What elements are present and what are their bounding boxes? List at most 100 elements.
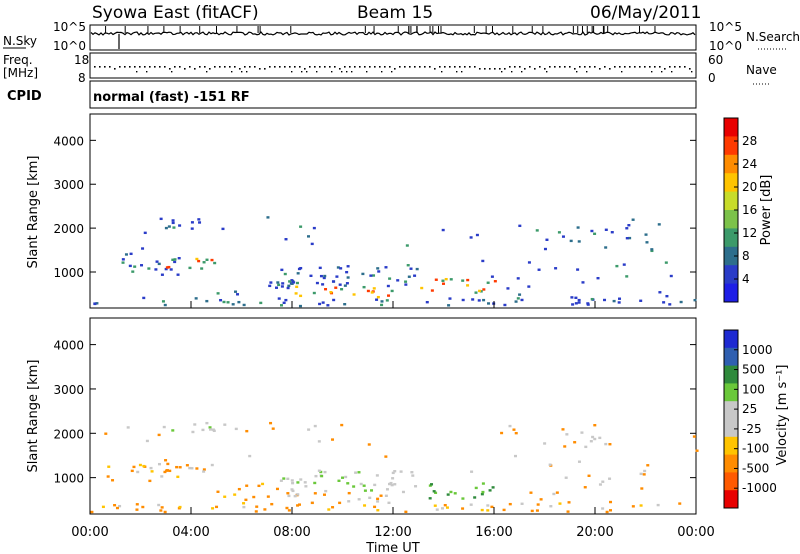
velocity-echo-cell	[132, 465, 136, 469]
time-tick-label: 00:00	[677, 525, 714, 540]
power-echo-cell	[205, 258, 209, 261]
velocity-echo-cell	[639, 504, 643, 507]
velocity-echo-cell	[604, 442, 608, 446]
power-echo-cell	[295, 285, 299, 289]
power-echo-cell	[128, 264, 132, 268]
velocity-echo-cell	[185, 464, 189, 467]
velocity-echo-cell	[111, 479, 115, 482]
freq-point	[629, 66, 631, 68]
power-echo-cell	[482, 288, 486, 291]
power-echo-cell	[618, 297, 622, 300]
velocity-echo-cell	[190, 467, 194, 470]
velocity-echo-cell	[317, 469, 321, 472]
freq-point	[584, 66, 586, 68]
velocity-echo-cell	[434, 491, 438, 495]
nave-point	[661, 71, 663, 73]
nave-point	[206, 71, 208, 73]
velocity-echo-cell	[376, 509, 380, 512]
power-echo-cell	[604, 246, 608, 249]
velocity-echo-cell	[164, 459, 168, 462]
velocity-echo-cell	[157, 462, 161, 466]
freq-point	[134, 66, 136, 68]
power-echo-cell	[668, 303, 672, 306]
velocity-echo-cell	[344, 475, 348, 479]
power-echo-cell	[577, 298, 581, 302]
power-echo-cell	[571, 303, 575, 306]
velocity-echo-cell	[271, 427, 275, 430]
power-echo-cell	[210, 258, 214, 262]
velocity-echo-cell	[563, 445, 567, 448]
time-tick-label: 12:00	[374, 525, 411, 540]
power-echo-cell	[169, 268, 173, 271]
freq-point	[664, 68, 666, 70]
nave-point	[501, 71, 503, 73]
power-echo-cell	[447, 304, 451, 307]
freq-point	[674, 66, 676, 68]
time-tick-label: 04:00	[172, 525, 209, 540]
velocity-echo-cell	[193, 423, 197, 426]
power-echo-cell	[234, 290, 238, 293]
velocity-echo-cell	[162, 425, 166, 429]
freq-point	[559, 66, 561, 68]
power-echo-cell	[324, 288, 328, 291]
power-echo-cell	[276, 281, 280, 284]
power-echo-cell	[461, 279, 465, 282]
velocity-echo-cell	[307, 428, 311, 431]
velocity-echo-cell	[346, 482, 350, 485]
power-echo-cell	[167, 265, 171, 269]
velocity-echo-cell	[211, 428, 215, 431]
power-colorbar-label: 4	[742, 272, 750, 286]
velocity-echo-cell	[252, 495, 256, 499]
velocity-echo-cell	[480, 508, 484, 512]
velocity-echo-cell	[411, 474, 415, 477]
velocity-echo-cell	[178, 505, 182, 509]
power-echo-cell	[658, 291, 662, 294]
power-echo-cell	[537, 268, 541, 271]
freq-tick-bottom: 8	[78, 71, 86, 85]
power-echo-cell	[266, 216, 270, 219]
noise-panel: N.Sky 10^5 10^0 10^5 10^0 N.Search	[3, 20, 800, 53]
power-colorbar-segment	[724, 228, 738, 248]
velocity-echo-cell	[514, 431, 518, 435]
velocity-echo-cell	[242, 502, 246, 505]
freq-point	[249, 66, 251, 68]
nave-tick-top: 60	[708, 53, 723, 67]
power-echo-cell	[121, 261, 125, 264]
power-echo-cell	[631, 218, 635, 221]
velocity-echo-cell	[90, 510, 94, 514]
freq-point	[159, 66, 161, 68]
power-echo-cell	[141, 247, 145, 250]
velocity-echo-cell	[549, 505, 553, 508]
freq-point	[639, 66, 641, 68]
velocity-echo-cell	[160, 475, 164, 478]
velocity-echo-cell	[101, 505, 105, 509]
freq-point	[529, 66, 531, 68]
power-echo-cell	[409, 267, 413, 270]
velocity-echo-cell	[593, 424, 597, 427]
velocity-echo-cell	[223, 423, 227, 426]
velocity-colorbar-segment	[724, 490, 738, 509]
velocity-echo-cell	[486, 504, 490, 507]
freq-point	[514, 66, 516, 68]
power-echo-cell	[177, 257, 181, 260]
freq-point	[519, 66, 521, 68]
freq-point	[444, 66, 446, 68]
power-echo-cell	[318, 302, 322, 306]
freq-point	[399, 66, 401, 68]
power-echo-cell	[425, 300, 429, 304]
freq-point	[309, 66, 311, 68]
velocity-echo-cell	[269, 421, 273, 425]
power-echo-cell	[312, 291, 316, 295]
power-echo-cell	[376, 295, 380, 299]
power-echo-cell	[310, 242, 314, 246]
velocity-echo-cell	[261, 482, 265, 486]
freq-point	[479, 68, 481, 70]
power-echo-cell	[487, 302, 491, 305]
freq-point	[144, 66, 146, 68]
power-echo-cell	[486, 281, 490, 284]
freq-trace	[94, 66, 693, 73]
velocity-echo-cell	[488, 489, 492, 492]
power-echo-cell	[376, 267, 380, 270]
velocity-echo-cell	[433, 504, 437, 507]
noise-sky-line	[90, 31, 696, 36]
